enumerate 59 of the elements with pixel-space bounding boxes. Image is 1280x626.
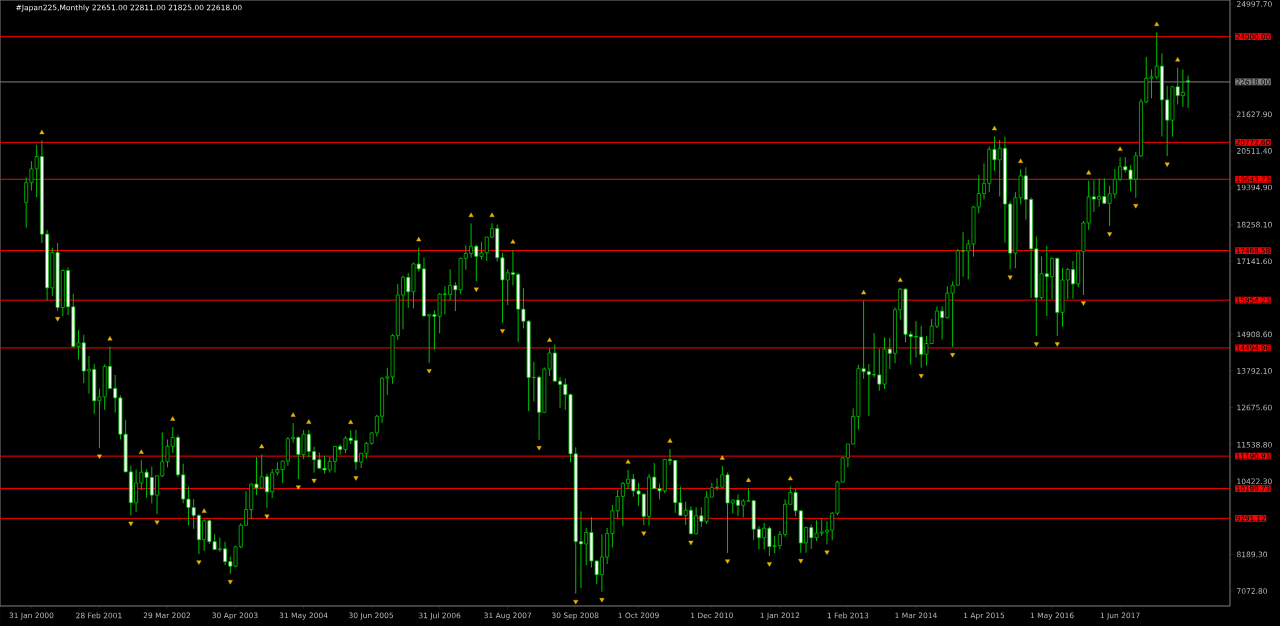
point [353, 476, 359, 481]
point [295, 485, 301, 490]
point [468, 212, 474, 217]
point [1164, 162, 1170, 167]
point [1007, 275, 1013, 280]
point [290, 412, 296, 417]
point [426, 369, 432, 374]
candlestick [1186, 75, 1191, 109]
point [798, 559, 804, 564]
point [746, 477, 751, 482]
point [573, 600, 579, 605]
point [1080, 301, 1086, 306]
point [536, 446, 542, 451]
point [1033, 342, 1039, 347]
point [897, 277, 903, 282]
point [641, 531, 647, 536]
point [1133, 204, 1139, 209]
point [154, 520, 160, 525]
point [201, 508, 207, 513]
point [259, 443, 265, 449]
point [1054, 342, 1060, 347]
point [918, 374, 924, 379]
point [1175, 57, 1181, 62]
point [55, 317, 61, 322]
point [489, 212, 495, 217]
point [950, 353, 956, 358]
point [1018, 158, 1024, 163]
point [1117, 146, 1123, 151]
point [306, 419, 312, 424]
point [547, 337, 553, 342]
point [500, 329, 505, 334]
point [311, 478, 317, 484]
point [861, 289, 867, 295]
point [719, 455, 725, 460]
point [138, 449, 144, 454]
point [107, 336, 113, 341]
point [1154, 21, 1160, 27]
point [625, 459, 631, 464]
point [39, 129, 45, 135]
point [264, 514, 270, 519]
point [824, 550, 830, 555]
point [196, 560, 202, 565]
point [227, 580, 233, 585]
point [416, 236, 422, 242]
point [599, 598, 605, 603]
point [667, 438, 673, 443]
point [97, 454, 102, 459]
point [1086, 170, 1092, 175]
point [725, 559, 730, 564]
point [128, 521, 134, 527]
point [510, 239, 516, 244]
point [473, 287, 479, 292]
point [766, 562, 772, 567]
point [348, 419, 354, 424]
point [170, 416, 176, 421]
point [787, 475, 793, 481]
point [1107, 232, 1113, 237]
point [992, 125, 997, 131]
point [688, 540, 694, 546]
